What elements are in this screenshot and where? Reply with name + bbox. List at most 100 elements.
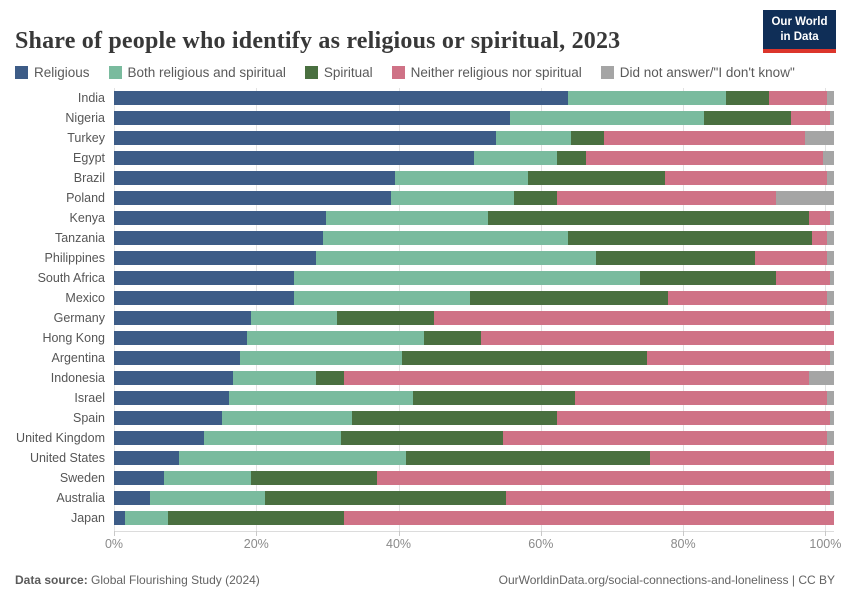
bar-segment-dk[interactable] — [826, 391, 834, 405]
country-label[interactable]: Brazil — [73, 171, 105, 185]
bar-segment-religious[interactable] — [114, 351, 240, 365]
bar-segment-neither[interactable] — [776, 271, 831, 285]
country-label[interactable]: Mexico — [65, 291, 105, 305]
bar-segment-both[interactable] — [326, 211, 489, 225]
bar-segment-both[interactable] — [294, 291, 471, 305]
footer-license-link[interactable]: OurWorldinData.org/social-connections-an… — [498, 573, 835, 587]
bar-segment-both[interactable] — [250, 311, 338, 325]
bar-segment-dk[interactable] — [823, 151, 834, 165]
bar-segment-neither[interactable] — [556, 411, 831, 425]
country-label[interactable]: Germany — [53, 311, 105, 325]
bar-segment-both[interactable] — [124, 511, 168, 525]
bar-segment-spiritual[interactable] — [470, 291, 669, 305]
bar-segment-spiritual[interactable] — [250, 471, 377, 485]
bar-segment-spiritual[interactable] — [423, 331, 482, 345]
bar-segment-religious[interactable] — [114, 131, 496, 145]
country-label[interactable]: South Africa — [37, 271, 105, 285]
bar-segment-religious[interactable] — [114, 431, 204, 445]
bar-segment-dk[interactable] — [776, 191, 834, 205]
country-label[interactable]: India — [77, 91, 105, 105]
country-label[interactable]: Kenya — [69, 211, 105, 225]
country-label[interactable]: Poland — [66, 191, 105, 205]
bar-segment-religious[interactable] — [114, 411, 222, 425]
bar-segment-spiritual[interactable] — [412, 391, 575, 405]
country-label[interactable]: Tanzania — [54, 231, 105, 245]
bar-segment-neither[interactable] — [664, 171, 827, 185]
country-label[interactable]: Egypt — [73, 151, 105, 165]
bar-segment-neither[interactable] — [344, 511, 834, 525]
bar-segment-neither[interactable] — [434, 311, 831, 325]
bar-segment-dk[interactable] — [830, 471, 834, 485]
bar-segment-spiritual[interactable] — [596, 251, 755, 265]
bar-segment-neither[interactable] — [502, 431, 827, 445]
bar-segment-spiritual[interactable] — [167, 511, 345, 525]
bar-segment-neither[interactable] — [754, 251, 827, 265]
bar-segment-dk[interactable] — [826, 231, 834, 245]
bar-segment-dk[interactable] — [830, 211, 834, 225]
bar-segment-spiritual[interactable] — [488, 211, 809, 225]
bar-segment-both[interactable] — [204, 431, 341, 445]
bar-segment-neither[interactable] — [481, 331, 834, 345]
country-label[interactable]: United States — [29, 451, 105, 465]
bar-segment-spiritual[interactable] — [567, 231, 813, 245]
bar-segment-religious[interactable] — [114, 471, 165, 485]
bar-segment-both[interactable] — [150, 491, 266, 505]
bar-segment-neither[interactable] — [556, 191, 777, 205]
country-label[interactable]: Spain — [73, 411, 105, 425]
country-label[interactable]: Sweden — [59, 471, 105, 485]
bar-segment-both[interactable] — [394, 171, 528, 185]
country-label[interactable]: Argentina — [51, 351, 105, 365]
bar-segment-spiritual[interactable] — [527, 171, 665, 185]
bar-segment-both[interactable] — [391, 191, 514, 205]
bar-segment-religious[interactable] — [114, 111, 510, 125]
bar-segment-dk[interactable] — [830, 411, 834, 425]
bar-segment-dk[interactable] — [830, 351, 834, 365]
bar-segment-spiritual[interactable] — [513, 191, 557, 205]
bar-segment-neither[interactable] — [376, 471, 831, 485]
bar-segment-both[interactable] — [322, 231, 568, 245]
bar-segment-both[interactable] — [178, 451, 406, 465]
bar-segment-religious[interactable] — [114, 331, 248, 345]
bar-segment-spiritual[interactable] — [571, 131, 604, 145]
country-label[interactable]: Israel — [74, 391, 105, 405]
bar-segment-religious[interactable] — [114, 91, 568, 105]
bar-segment-neither[interactable] — [506, 491, 831, 505]
bar-segment-both[interactable] — [229, 391, 413, 405]
bar-segment-neither[interactable] — [344, 371, 809, 385]
bar-segment-dk[interactable] — [830, 271, 834, 285]
bar-segment-religious[interactable] — [114, 271, 294, 285]
bar-segment-neither[interactable] — [812, 231, 827, 245]
bar-segment-spiritual[interactable] — [315, 371, 345, 385]
bar-segment-religious[interactable] — [114, 231, 323, 245]
bar-segment-spiritual[interactable] — [337, 311, 435, 325]
bar-segment-dk[interactable] — [830, 491, 834, 505]
bar-segment-spiritual[interactable] — [405, 451, 651, 465]
bar-segment-both[interactable] — [567, 91, 726, 105]
bar-segment-religious[interactable] — [114, 311, 251, 325]
bar-segment-religious[interactable] — [114, 491, 150, 505]
bar-segment-spiritual[interactable] — [704, 111, 791, 125]
bar-segment-spiritual[interactable] — [402, 351, 647, 365]
bar-segment-neither[interactable] — [808, 211, 831, 225]
bar-segment-both[interactable] — [232, 371, 316, 385]
bar-segment-both[interactable] — [294, 271, 640, 285]
bar-segment-spiritual[interactable] — [639, 271, 777, 285]
bar-segment-neither[interactable] — [646, 351, 831, 365]
bar-segment-dk[interactable] — [826, 291, 834, 305]
bar-segment-neither[interactable] — [790, 111, 831, 125]
country-label[interactable]: Australia — [56, 491, 105, 505]
bar-segment-dk[interactable] — [826, 431, 834, 445]
bar-segment-dk[interactable] — [830, 111, 834, 125]
bar-segment-spiritual[interactable] — [340, 431, 503, 445]
bar-segment-dk[interactable] — [826, 251, 834, 265]
bar-segment-both[interactable] — [240, 351, 402, 365]
bar-segment-religious[interactable] — [114, 191, 392, 205]
country-label[interactable]: Philippines — [44, 251, 105, 265]
bar-segment-spiritual[interactable] — [556, 151, 586, 165]
bar-segment-religious[interactable] — [114, 251, 316, 265]
bar-segment-both[interactable] — [474, 151, 557, 165]
bar-segment-both[interactable] — [495, 131, 572, 145]
bar-segment-both[interactable] — [510, 111, 705, 125]
bar-segment-both[interactable] — [247, 331, 424, 345]
bar-segment-dk[interactable] — [830, 311, 834, 325]
